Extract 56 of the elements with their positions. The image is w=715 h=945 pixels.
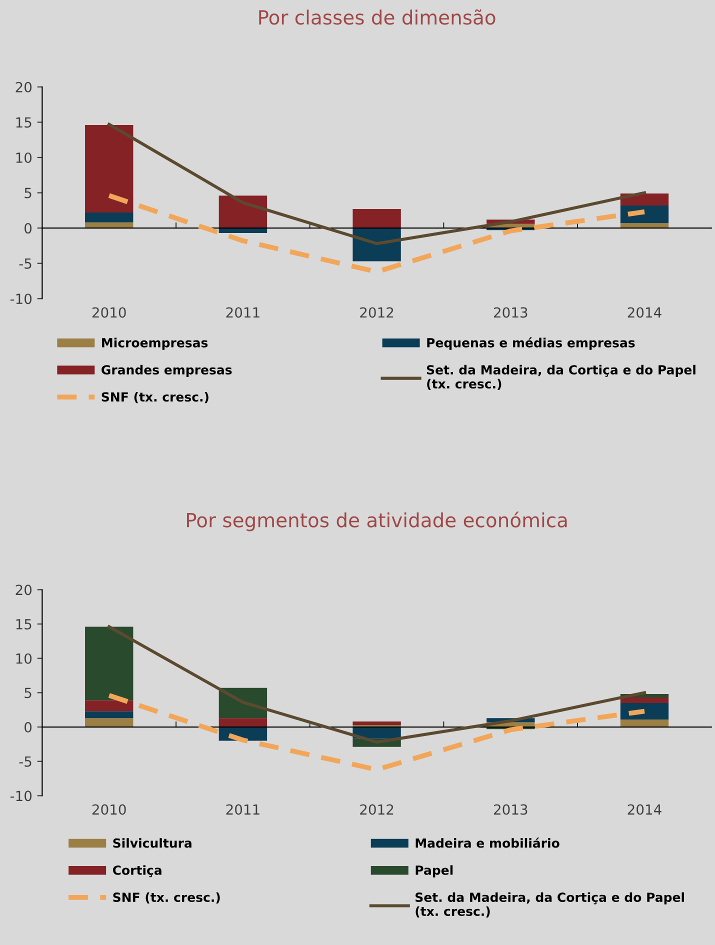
y-tick-label: 10 bbox=[16, 152, 32, 163]
legend-label: SNF (tx. cresc.) bbox=[102, 392, 208, 404]
x-tick-label: 2013 bbox=[494, 307, 528, 318]
y-tick-label: -5 bbox=[19, 756, 32, 767]
bar bbox=[85, 718, 134, 728]
x-tick-label: 2014 bbox=[628, 804, 662, 815]
x-tick-label: 2010 bbox=[92, 804, 126, 815]
x-tick-label: 2012 bbox=[360, 307, 394, 318]
bar bbox=[352, 722, 401, 725]
bar bbox=[85, 711, 134, 718]
y-tick-label: 15 bbox=[16, 117, 32, 128]
line-series bbox=[108, 625, 646, 744]
y-tick-label: 5 bbox=[24, 688, 32, 698]
bar bbox=[620, 697, 669, 703]
x-tick-label: 2010 bbox=[92, 307, 126, 318]
legend-label: Madeira e mobiliário bbox=[416, 838, 560, 848]
y-tick-label: 5 bbox=[24, 188, 32, 198]
legend-label: Papel bbox=[416, 865, 453, 878]
x-tick-label: 2014 bbox=[628, 307, 662, 318]
legend-label: Cortiça bbox=[112, 865, 162, 878]
bar bbox=[620, 223, 669, 228]
x-tick-label: 2012 bbox=[360, 804, 394, 815]
y-tick-label: -5 bbox=[19, 258, 32, 269]
legend-label: Silvicultura bbox=[113, 838, 192, 848]
bar bbox=[218, 196, 268, 228]
legend-label: Set. da Madeira, da Cortiça e do Papel (tx. cresc.) bbox=[416, 892, 684, 918]
bar bbox=[218, 718, 268, 728]
bar bbox=[218, 228, 268, 233]
y-tick-label: 20 bbox=[16, 584, 32, 596]
y-tick-label: -10 bbox=[10, 294, 32, 304]
bar bbox=[85, 212, 134, 222]
bar bbox=[620, 719, 669, 728]
bar bbox=[620, 702, 669, 720]
legend-label: SNF (tx. cresc.) bbox=[113, 892, 220, 904]
y-tick-label: 0 bbox=[24, 223, 32, 234]
y-tick-label: -10 bbox=[10, 790, 32, 802]
legend-label: Grandes empresas bbox=[102, 364, 232, 377]
y-tick-label: 10 bbox=[16, 653, 32, 664]
bar bbox=[352, 209, 401, 228]
line-series bbox=[108, 122, 646, 246]
x-tick-label: 2013 bbox=[494, 804, 528, 815]
chart-title: Por classes de dimensão bbox=[259, 9, 496, 25]
line-series bbox=[106, 193, 647, 274]
x-tick-label: 2011 bbox=[226, 307, 260, 318]
y-tick-label: 20 bbox=[16, 82, 32, 92]
legend-label: Microempresas bbox=[102, 338, 208, 350]
line-series bbox=[106, 693, 647, 772]
chart-title: Por segmentos de atividade económica bbox=[187, 512, 567, 532]
y-tick-label: 15 bbox=[16, 619, 32, 630]
y-tick-label: 0 bbox=[24, 722, 32, 732]
legend-label: Set. da Madeira, da Cortiça e do Papel (tx. cresc.) bbox=[426, 364, 696, 390]
legend-label: Pequenas e médias empresas bbox=[427, 337, 635, 350]
bar bbox=[85, 700, 134, 712]
bar bbox=[85, 626, 134, 700]
x-tick-label: 2011 bbox=[226, 804, 260, 815]
bar bbox=[85, 125, 134, 213]
